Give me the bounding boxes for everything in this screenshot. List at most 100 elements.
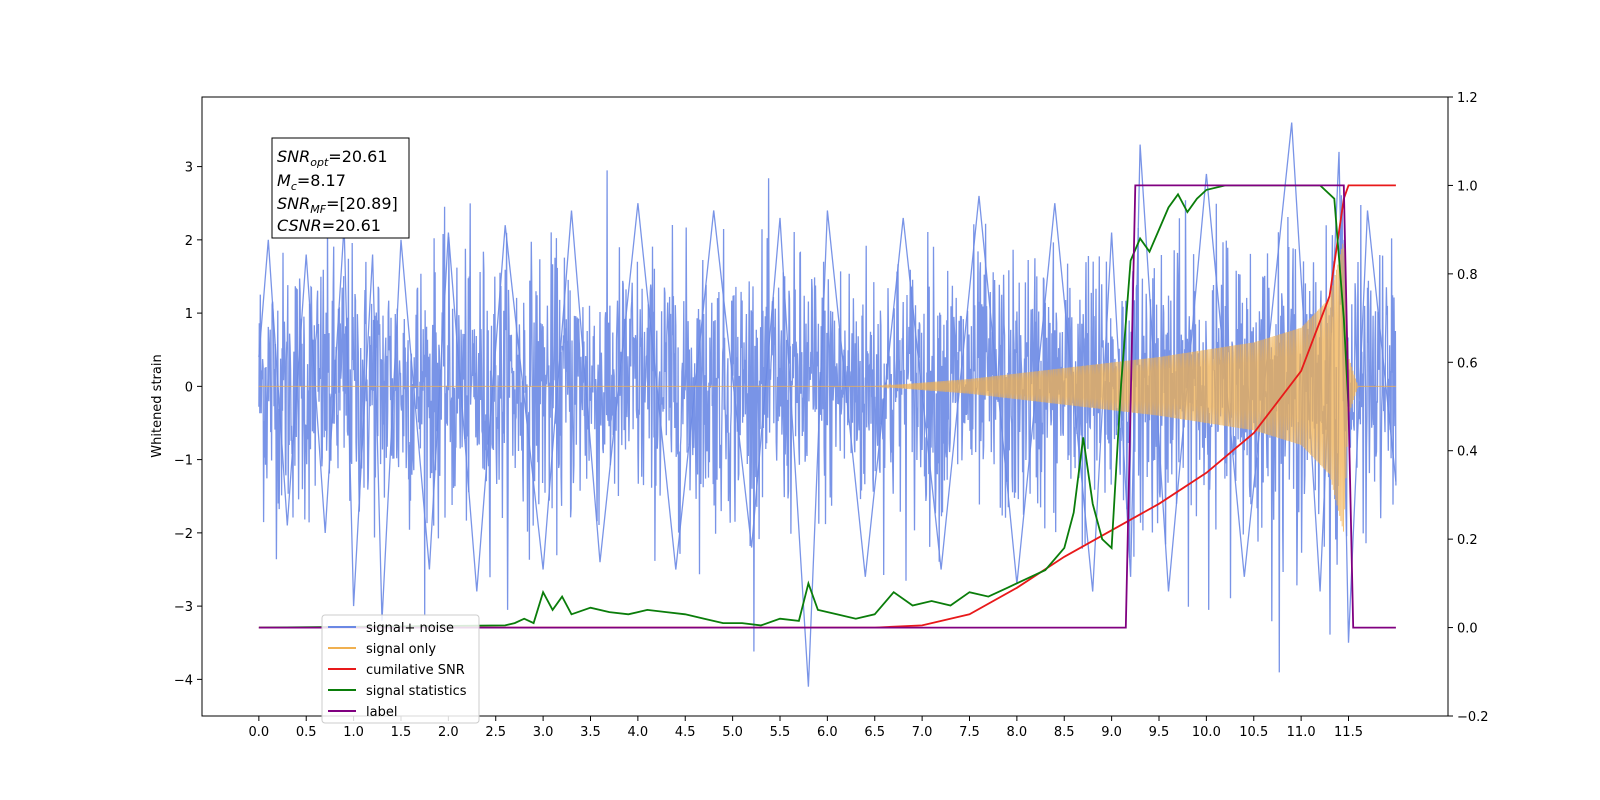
right-y-tick: 0.2 [1448, 533, 1478, 548]
x-tick: 9.5 [1149, 716, 1170, 740]
right-y-axis-ticks: −0.2 0.0 0.2 0.4 0.6 0.8 1.0 1.2 [1448, 91, 1489, 725]
x-tick: 7.0 [912, 716, 933, 740]
legend: signal+ noise signal only cumilative SNR… [321, 614, 480, 724]
x-tick-label: 6.5 [864, 725, 885, 740]
x-tick-label: 4.0 [628, 725, 649, 740]
x-tick-label: 10.0 [1192, 725, 1221, 740]
annotation-snr-opt: SNRopt=20.61 [277, 147, 388, 169]
x-tick: 2.5 [485, 716, 506, 740]
right-y-tick-label: −0.2 [1457, 710, 1489, 725]
left-y-tick-label: 1 [185, 307, 193, 322]
right-y-tick-label: 1.0 [1457, 179, 1478, 194]
series-layer [258, 122, 1397, 687]
right-y-tick: −0.2 [1448, 710, 1489, 725]
x-tick: 9.0 [1101, 716, 1122, 740]
annotation-mc: Mc=8.17 [277, 171, 346, 193]
x-tick: 6.5 [864, 716, 885, 740]
left-y-tick-label: −2 [174, 527, 193, 542]
x-tick-label: 1.5 [391, 725, 412, 740]
right-y-tick: 0.6 [1448, 356, 1478, 371]
annotation-snr-mf: SNRMF=[20.89] [277, 194, 398, 216]
x-tick-label: 1.0 [343, 725, 364, 740]
series-label [258, 184, 1396, 629]
legend-item-signal-only: signal only [328, 642, 436, 657]
right-y-tick-label: 0.4 [1457, 445, 1478, 460]
annotation-box [271, 137, 410, 239]
x-tick: 11.0 [1287, 716, 1316, 740]
right-y-tick-label: 0.2 [1457, 533, 1478, 548]
x-tick: 4.5 [675, 716, 696, 740]
right-y-tick: 0.0 [1448, 622, 1478, 637]
x-tick-label: 5.0 [722, 725, 743, 740]
x-tick-label: 8.5 [1054, 725, 1075, 740]
x-tick: 8.0 [1007, 716, 1028, 740]
x-tick-label: 8.0 [1007, 725, 1028, 740]
y-axis-label: Whitened strain [150, 354, 165, 457]
x-tick: 10.5 [1239, 716, 1268, 740]
x-axis-ticks: 0.0 0.5 1.0 1.5 2.0 2.5 3.0 3.5 4.0 4.5 5.0 5.5 6.0 6… [249, 716, 1363, 740]
right-y-tick: 1.2 [1448, 91, 1478, 106]
left-y-tick-label: −3 [174, 600, 193, 615]
legend-label-signal-statistics: signal statistics [366, 684, 467, 699]
x-tick: 0.0 [249, 716, 269, 740]
left-y-axis-ticks: −4 −3 −2 −1 0 1 2 3 [174, 161, 202, 688]
legend-item-signal-noise: signal+ noise [328, 621, 454, 636]
legend-label-signal-only: signal only [366, 642, 436, 657]
left-y-tick-label: 0 [185, 380, 193, 395]
series-signal-noise [258, 170, 1397, 673]
x-tick-label: 0.5 [296, 725, 317, 740]
right-y-tick: 0.4 [1448, 445, 1478, 460]
x-tick-label: 2.0 [438, 725, 459, 740]
x-tick: 5.5 [770, 716, 791, 740]
series-signal-statistics [258, 184, 1350, 629]
legend-item-signal-statistics: signal statistics [328, 684, 467, 699]
left-y-tick: −3 [174, 600, 202, 615]
x-tick-label: 6.0 [817, 725, 838, 740]
stats-annotation: SNRopt=20.61 Mc=8.17 SNRMF=[20.89] CSNR=… [271, 137, 410, 239]
x-tick: 7.5 [959, 716, 980, 740]
right-y-tick: 0.8 [1448, 268, 1478, 283]
x-tick: 3.5 [580, 716, 601, 740]
left-y-tick: 3 [185, 161, 202, 176]
left-y-tick-label: −4 [174, 673, 193, 688]
x-tick-label: 11.0 [1287, 725, 1316, 740]
right-y-tick-label: 0.6 [1457, 356, 1478, 371]
x-tick: 5.0 [722, 716, 743, 740]
left-y-tick: 2 [185, 234, 202, 249]
x-tick-label: 7.0 [912, 725, 933, 740]
left-y-tick-label: −1 [174, 454, 193, 469]
left-y-tick: 0 [185, 380, 202, 395]
legend-item-cumulative-snr: cumilative SNR [328, 663, 465, 678]
legend-label-label: label [366, 705, 397, 720]
x-tick: 6.0 [817, 716, 838, 740]
x-tick-label: 9.0 [1101, 725, 1122, 740]
x-tick: 4.0 [628, 716, 649, 740]
left-y-tick: −2 [174, 527, 202, 542]
x-tick: 0.5 [296, 716, 317, 740]
x-tick-label: 5.5 [770, 725, 791, 740]
x-tick: 11.5 [1334, 716, 1363, 740]
axes-frame [201, 96, 1449, 717]
left-y-tick: 1 [185, 307, 202, 322]
right-y-tick: 1.0 [1448, 179, 1478, 194]
left-y-tick: −4 [174, 673, 202, 688]
left-y-tick-label: 2 [185, 234, 193, 249]
x-tick: 10.0 [1192, 716, 1221, 740]
x-tick-label: 2.5 [485, 725, 506, 740]
legend-label-signal-noise: signal+ noise [366, 621, 454, 636]
right-y-tick-label: 0.8 [1457, 268, 1478, 283]
x-tick-label: 3.0 [533, 725, 554, 740]
right-y-tick-label: 0.0 [1457, 622, 1478, 637]
legend-label-cumulative-snr: cumilative SNR [366, 663, 465, 678]
x-tick-label: 11.5 [1334, 725, 1363, 740]
series-signal-only [258, 243, 1396, 532]
x-tick-label: 10.5 [1239, 725, 1268, 740]
series-cumulative-snr [258, 184, 1396, 629]
x-tick: 8.5 [1054, 716, 1075, 740]
series-signal-noise-peaks [258, 122, 1397, 687]
legend-item-label: label [328, 705, 397, 720]
annotation-csnr: CSNR=20.61 [277, 216, 381, 235]
x-tick-label: 9.5 [1149, 725, 1170, 740]
left-y-tick: −1 [174, 454, 202, 469]
x-tick-label: 7.5 [959, 725, 980, 740]
